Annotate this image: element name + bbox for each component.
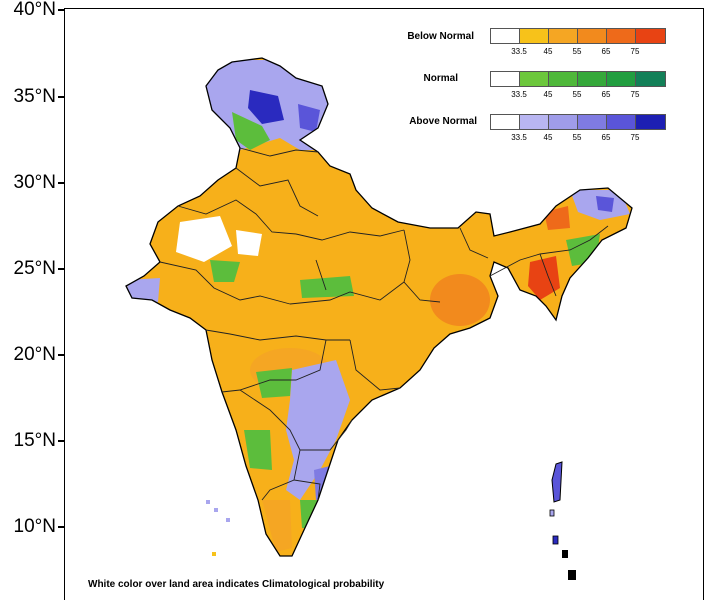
climatology-note: White color over land area indicates Cli… (88, 579, 385, 590)
region-above-normal-northeast-strong (596, 196, 614, 212)
state-boundaries (159, 147, 609, 501)
region-normal-west (210, 260, 240, 282)
legend-swatch (636, 29, 665, 43)
lat-label-35n: 35°N (13, 86, 56, 107)
region-below-normal-east (430, 274, 490, 326)
legend-swatch (549, 115, 578, 129)
legend-title-below-normal: Below Normal (407, 31, 474, 42)
legend-tick-label: 33.5 (511, 133, 527, 142)
legend-tick-label: 75 (630, 133, 640, 142)
region-normal-central (256, 368, 292, 398)
legend-swatch (636, 115, 665, 129)
legend-swatch (491, 72, 520, 86)
legend-tick-label: 45 (543, 90, 553, 99)
region-below-normal-south-tip (262, 500, 292, 552)
legend-bar-normal (490, 71, 666, 87)
legend-tick-label: 55 (572, 47, 582, 56)
lat-label-10n: 10°N (13, 516, 56, 537)
legend-bar-below-normal (490, 28, 666, 44)
map-frame (64, 8, 704, 600)
region-above-normal-west (126, 278, 160, 302)
lat-tick (58, 526, 65, 528)
legend-title-normal: Normal (423, 73, 458, 84)
lat-label-30n: 30°N (13, 172, 56, 193)
legend-tick-label: 75 (630, 47, 640, 56)
lat-tick (58, 96, 65, 98)
legend-swatch (636, 72, 665, 86)
legend-ticks-above-normal: 33.5 45 55 65 75 (490, 133, 666, 143)
region-below-normal-northeast (544, 206, 570, 230)
legend-swatch (607, 72, 636, 86)
legend-swatch (491, 115, 520, 129)
legend-swatch (578, 115, 607, 129)
region-normal-north (232, 112, 270, 150)
legend-tick-label: 45 (543, 47, 553, 56)
legend-tick-label: 33.5 (511, 47, 527, 56)
region-above-normal-north-mid (298, 104, 320, 132)
region-normal-south (300, 500, 330, 530)
lat-tick (58, 9, 65, 11)
lat-label-20n: 20°N (13, 344, 56, 365)
legend-swatch (520, 72, 549, 86)
legend-tick-label: 33.5 (511, 90, 527, 99)
legend-tick-label: 45 (543, 133, 553, 142)
legend-tick-label: 65 (601, 47, 611, 56)
lat-label-40n: 40°N (13, 0, 56, 20)
andaman-nicobar-islands (549, 461, 576, 580)
region-climatological-northwest (236, 230, 262, 256)
lat-tick (58, 268, 65, 270)
region-normal-west-coast (244, 430, 272, 470)
legend-tick-label: 55 (572, 133, 582, 142)
region-above-normal-north-strong (248, 90, 284, 124)
legend-swatch (491, 29, 520, 43)
legend-tick-label: 65 (601, 133, 611, 142)
legend-swatch (578, 72, 607, 86)
legend-swatch (607, 115, 636, 129)
region-above-normal-south (286, 360, 350, 500)
region-climatological-west (176, 216, 232, 262)
legend-tick-label: 55 (572, 90, 582, 99)
legend-swatch (520, 115, 549, 129)
legend-tick-label: 65 (601, 90, 611, 99)
legend-swatch (607, 29, 636, 43)
lat-tick (58, 182, 65, 184)
legend-title-above-normal: Above Normal (409, 116, 477, 127)
legend-tick-label: 75 (630, 90, 640, 99)
lakshadweep-islands (206, 500, 230, 556)
legend-ticks-normal: 33.5 45 55 65 75 (490, 90, 666, 100)
lat-label-15n: 15°N (13, 430, 56, 451)
legend-swatch (549, 72, 578, 86)
legend-ticks-below-normal: 33.5 45 55 65 75 (490, 47, 666, 57)
legend-swatch (578, 29, 607, 43)
legend-swatch (520, 29, 549, 43)
region-below-normal-northeast-strong (528, 256, 560, 300)
region-normal-central-north (300, 276, 354, 298)
lat-tick (58, 440, 65, 442)
legend-bar-above-normal (490, 114, 666, 130)
lat-label-25n: 25°N (13, 258, 56, 279)
lat-tick (58, 354, 65, 356)
legend-swatch (549, 29, 578, 43)
